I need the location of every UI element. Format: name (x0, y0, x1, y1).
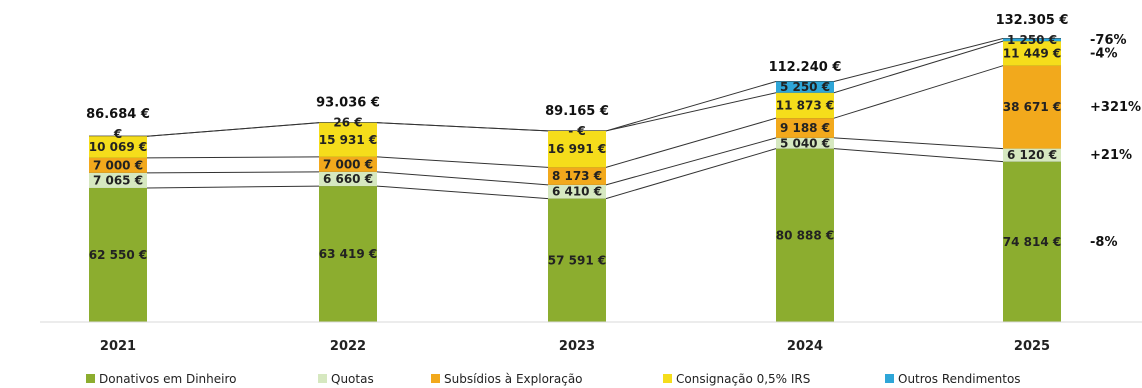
bar-consigna-o-0-5-irs-2022 (319, 122, 377, 157)
total-label: 89.165 € (545, 104, 609, 119)
data-label: 5 250 € (780, 80, 830, 94)
data-labels: 62 550 € 63 419 € 57 591 € 80 888 € 74 814 €… (86, 13, 1068, 267)
data-label: 7 065 € (93, 173, 143, 187)
bar-subs-dios-explora-o-2021 (89, 157, 147, 173)
total-label: 93.036 € (316, 96, 380, 111)
x-tick-label: 2024 (787, 339, 823, 354)
legend-swatch (885, 374, 894, 383)
legend-label: Quotas (331, 372, 374, 386)
data-label: 9 188 € (780, 121, 830, 135)
data-label: 5 040 € (780, 136, 830, 150)
legend-label: Donativos em Dinheiro (99, 372, 237, 386)
bar-donativos-em-dinheiro-2023 (548, 198, 606, 322)
data-label: 11 449 € (1003, 46, 1061, 60)
total-label: 132.305 € (996, 13, 1069, 28)
x-tick-label: 2023 (559, 339, 595, 354)
x-axis: 2021 2022 2023 2024 2025 (40, 321, 1142, 354)
data-label: 63 419 € (319, 247, 377, 261)
change-label: +21% (1090, 148, 1132, 163)
change-label: +321% (1090, 100, 1141, 115)
bar-outros-rendimentos-2025 (1003, 38, 1061, 42)
bar-quotas-2024 (776, 137, 834, 149)
data-label: 6 660 € (323, 172, 373, 186)
bar-quotas-2022 (319, 171, 377, 187)
data-label: 10 069 € (89, 140, 147, 154)
legend-swatch (86, 374, 95, 383)
data-label: 62 550 € (89, 248, 147, 262)
bar-subs-dios-explora-o-2022 (319, 156, 377, 172)
data-label: 16 991 € (548, 142, 606, 156)
bar-consigna-o-0-5-irs-2025 (1003, 41, 1061, 66)
bar-donativos-em-dinheiro-2025 (1003, 161, 1061, 322)
data-label: 80 888 € (776, 228, 834, 242)
change-label: -76% (1090, 33, 1127, 48)
total-label: 86.684 € (86, 107, 150, 122)
data-label: 1 250 € (1007, 33, 1057, 47)
x-tick-label: 2025 (1014, 339, 1050, 354)
bar-subs-dios-explora-o-2024 (776, 118, 834, 138)
legend-label: Outros Rendimentos (898, 372, 1021, 386)
data-label: 15 931 € (319, 133, 377, 147)
bar-outros-rendimentos-2024 (776, 81, 834, 93)
data-label: 7 000 € (323, 157, 373, 171)
change-label: -8% (1090, 235, 1117, 250)
data-label: 8 173 € (552, 169, 602, 183)
data-label: 7 000 € (93, 158, 143, 172)
data-label: 57 591 € (548, 253, 606, 267)
bar-donativos-em-dinheiro-2021 (89, 187, 147, 322)
legend: Donativos em Dinheiro Quotas Subsídios à E… (86, 372, 1021, 386)
bar-subs-dios-explora-o-2023 (548, 167, 606, 185)
bar-consigna-o-0-5-irs-2023 (548, 130, 606, 168)
x-tick-label: 2022 (330, 339, 366, 354)
change-labels: -76%-4% +321% +21% -8% (1090, 33, 1141, 250)
connector-line-consigna-o-0-5-irs (89, 40, 1061, 137)
data-label: € (113, 127, 122, 141)
legend-swatch (431, 374, 440, 383)
bar-quotas-2023 (548, 184, 606, 199)
bar-quotas-2025 (1003, 148, 1061, 162)
data-label: 6 410 € (552, 185, 602, 199)
bars (89, 38, 1061, 322)
total-label: 112.240 € (769, 60, 842, 75)
bar-consigna-o-0-5-irs-2024 (776, 92, 834, 119)
bar-donativos-em-dinheiro-2024 (776, 148, 834, 322)
data-label: - € (568, 124, 586, 138)
data-label: 38 671 € (1003, 100, 1061, 114)
data-label: 11 873 € (776, 98, 834, 112)
bar-consigna-o-0-5-irs-2021 (89, 136, 147, 158)
data-label: 74 814 € (1003, 235, 1061, 249)
legend-label: Consignação 0,5% IRS (676, 372, 810, 386)
legend-label: Subsídios à Exploração (444, 372, 583, 386)
change-label: -4% (1090, 46, 1117, 61)
data-label: 6 120 € (1007, 148, 1057, 162)
connector-line-outros-rendimentos (89, 37, 1061, 137)
bar-quotas-2021 (89, 172, 147, 188)
legend-swatch (318, 374, 327, 383)
x-tick-label: 2021 (100, 339, 136, 354)
legend-swatch (663, 374, 672, 383)
data-label: 26 € (333, 116, 362, 130)
bar-donativos-em-dinheiro-2022 (319, 186, 377, 322)
bar-subs-dios-explora-o-2025 (1003, 65, 1061, 149)
